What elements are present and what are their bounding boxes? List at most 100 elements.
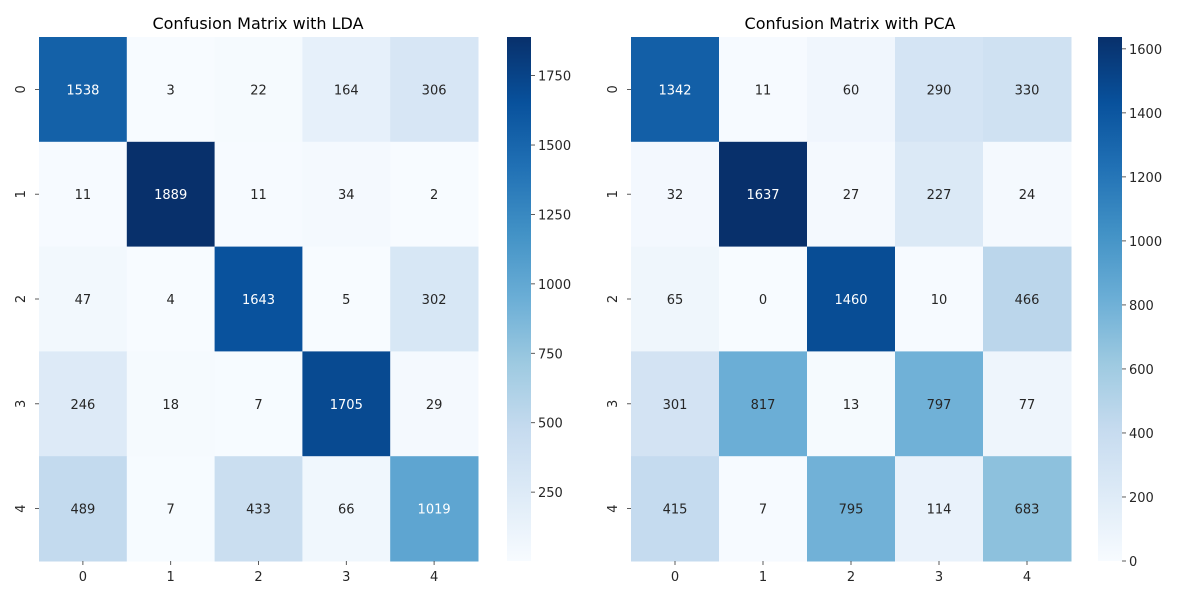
heatmap-cell xyxy=(390,351,479,457)
cell-value-label: 1637 xyxy=(746,188,779,203)
heatmap-cell xyxy=(631,456,720,562)
colorbar-tick-label: 500 xyxy=(538,417,563,432)
cell-value-label: 797 xyxy=(927,398,952,413)
cell-value-label: 34 xyxy=(338,188,355,203)
colorbar-tick-label: 0 xyxy=(1129,555,1137,570)
heatmap-cell xyxy=(631,351,720,457)
colorbar-gradient-lda xyxy=(507,37,531,561)
colorbar-tick-label: 1400 xyxy=(1129,107,1162,122)
colorbar-tick-label: 200 xyxy=(1129,491,1154,506)
x-tick-label: 4 xyxy=(1023,570,1031,585)
heatmap-cell xyxy=(983,246,1072,352)
x-tick-label: 3 xyxy=(935,570,943,585)
heatmap-cell xyxy=(719,246,808,352)
y-tick-label: 3 xyxy=(606,400,621,408)
heatmap-cell xyxy=(807,37,896,143)
cell-value-label: 32 xyxy=(667,188,684,203)
colorbar-ticks-pca: 0 200 400 600 800 1000 1200 1400 1600 xyxy=(1122,43,1162,570)
heatmap-cell xyxy=(126,456,216,562)
y-tick-label: 4 xyxy=(606,504,621,512)
cell-value-label: 7 xyxy=(167,503,175,518)
heatmap-cell xyxy=(719,141,808,248)
colorbar-lda: 250 500 750 1000 1250 1500 1750 xyxy=(507,37,571,561)
cell-value-label: 433 xyxy=(246,503,271,518)
heatmap-cell xyxy=(983,141,1072,248)
cell-value-label: 489 xyxy=(70,503,95,518)
colorbar-tick-label: 600 xyxy=(1129,363,1154,378)
heatmap-cell xyxy=(126,141,216,248)
cell-value-label: 301 xyxy=(663,398,688,413)
colorbar-tick-label: 750 xyxy=(538,347,563,362)
y-tick-label: 1 xyxy=(606,190,621,198)
cell-value-label: 1019 xyxy=(418,503,451,518)
cell-value-label: 66 xyxy=(338,503,355,518)
colorbar-tick-label: 1000 xyxy=(538,278,571,293)
heatmap-cell xyxy=(302,351,391,457)
colorbar-pca: 0 200 400 600 800 1000 1200 1400 1600 xyxy=(1098,37,1162,570)
cell-value-label: 1705 xyxy=(330,398,363,413)
y-tick-label: 3 xyxy=(14,400,29,408)
heatmap-cell xyxy=(631,141,720,248)
y-tick-label: 4 xyxy=(14,504,29,512)
colorbar-tick-label: 1750 xyxy=(538,70,571,85)
cell-value-label: 11 xyxy=(250,188,267,203)
heatmap-cell xyxy=(302,37,391,143)
heatmap-cell xyxy=(214,141,303,248)
y-tick-label: 1 xyxy=(14,190,29,198)
colorbar-tick-label: 1500 xyxy=(538,139,571,154)
cell-value-label: 65 xyxy=(667,293,684,308)
cell-value-label: 13 xyxy=(843,398,860,413)
heatmap-cell xyxy=(39,351,128,457)
heatmap-cell xyxy=(895,141,984,248)
heatmap-cell xyxy=(126,351,216,457)
heatmap-cell xyxy=(214,37,303,143)
cell-value-label: 683 xyxy=(1015,503,1040,518)
heatmap-cell xyxy=(390,246,479,352)
cell-value-label: 330 xyxy=(1015,83,1040,98)
cell-value-label: 0 xyxy=(759,293,767,308)
cell-value-label: 77 xyxy=(1019,398,1036,413)
heatmap-cell xyxy=(214,246,303,352)
x-tick-label: 1 xyxy=(167,570,175,585)
cell-value-label: 7 xyxy=(759,503,767,518)
x-tick-label: 0 xyxy=(671,570,679,585)
colorbar-tick-label: 1200 xyxy=(1129,171,1162,186)
heatmap-cell xyxy=(214,456,303,562)
x-tick-label: 2 xyxy=(254,570,262,585)
heatmap-cell xyxy=(39,141,128,248)
heatmap-panel-lda: Confusion Matrix with LDA 1538 3 22 164 3061… xyxy=(14,14,571,585)
cell-value-label: 3 xyxy=(167,83,175,98)
colorbar-tick-label: 1250 xyxy=(538,208,571,223)
x-tick-label: 1 xyxy=(759,570,767,585)
cell-value-label: 290 xyxy=(927,83,952,98)
x-axis-lda: 0 1 2 3 4 xyxy=(79,561,438,585)
heatmap-cell xyxy=(895,351,984,457)
y-tick-label: 0 xyxy=(14,85,29,93)
heatmap-cell xyxy=(214,351,303,457)
cell-value-label: 22 xyxy=(250,83,267,98)
cell-value-label: 302 xyxy=(422,293,447,308)
x-axis-pca: 0 1 2 3 4 xyxy=(671,561,1031,585)
colorbar-gradient-pca xyxy=(1098,37,1122,561)
cell-value-label: 164 xyxy=(334,83,359,98)
cell-value-label: 4 xyxy=(167,293,175,308)
cell-value-label: 246 xyxy=(70,398,95,413)
colorbar-ticks-lda: 250 500 750 1000 1250 1500 1750 xyxy=(531,70,571,501)
heatmap-cell xyxy=(983,456,1072,562)
heatmap-cell xyxy=(807,456,896,562)
chart-title-lda: Confusion Matrix with LDA xyxy=(152,14,363,33)
y-tick-label: 2 xyxy=(14,295,29,303)
heatmap-cell xyxy=(807,246,896,352)
heatmap-cell xyxy=(39,246,128,352)
heatmap-cell xyxy=(895,246,984,352)
chart-title-pca: Confusion Matrix with PCA xyxy=(745,14,956,33)
cell-value-label: 5 xyxy=(342,293,350,308)
cell-value-label: 18 xyxy=(162,398,179,413)
heatmap-cell xyxy=(39,456,128,562)
x-tick-label: 4 xyxy=(430,570,438,585)
y-axis-lda: 0 1 2 3 4 xyxy=(14,85,39,513)
x-tick-label: 3 xyxy=(342,570,350,585)
heatmap-cell xyxy=(719,456,808,562)
heatmap-cell xyxy=(39,37,128,143)
